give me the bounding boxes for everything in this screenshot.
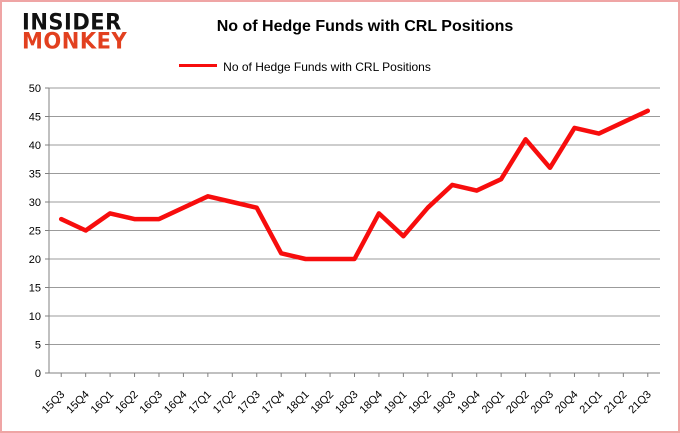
x-tick-label: 15Q3 — [40, 389, 68, 417]
logo-monkey-text: MONKEY — [22, 28, 128, 54]
y-tick-label: 10 — [29, 311, 41, 323]
x-tick-label: 15Q4 — [64, 389, 92, 417]
y-tick-label: 15 — [29, 283, 41, 295]
y-tick-label: 5 — [35, 340, 41, 352]
y-tick-label: 35 — [29, 169, 41, 181]
x-tick-label: 21Q1 — [577, 389, 605, 417]
y-tick-label: 30 — [29, 197, 41, 209]
x-tick-label: 17Q1 — [186, 389, 214, 417]
x-tick-label: 18Q3 — [333, 389, 361, 417]
x-tick-label: 16Q4 — [162, 389, 190, 417]
x-tick-label: 17Q4 — [260, 389, 288, 417]
x-tick-label: 17Q2 — [211, 389, 239, 417]
x-tick-label: 18Q4 — [358, 389, 386, 417]
legend: No of Hedge Funds with CRL Positions — [2, 59, 678, 74]
y-tick-label: 45 — [29, 112, 41, 124]
chart-title: No of Hedge Funds with CRL Positions — [216, 18, 514, 35]
y-tick-label: 0 — [35, 368, 41, 380]
x-tick-label: 19Q3 — [431, 389, 459, 417]
x-tick-label: 19Q1 — [382, 389, 410, 417]
y-tick-label: 20 — [29, 254, 41, 266]
x-tick-label: 19Q4 — [455, 389, 483, 417]
x-tick-label: 16Q3 — [138, 389, 166, 417]
legend-label: No of Hedge Funds with CRL Positions — [223, 59, 431, 74]
x-tick-label: 18Q2 — [309, 389, 337, 417]
insider-monkey-logo: INSIDER MONKEY — [22, 9, 128, 54]
y-tick-label: 40 — [29, 140, 41, 152]
x-tick-label: 20Q2 — [504, 389, 532, 417]
x-tick-label: 16Q1 — [89, 389, 117, 417]
x-tick-label: 17Q3 — [235, 389, 263, 417]
x-tick-label: 21Q3 — [626, 389, 654, 417]
x-tick-label: 18Q1 — [284, 389, 312, 417]
y-tick-label: 25 — [29, 226, 41, 238]
data-line-hedge-funds — [58, 108, 651, 262]
x-tick-label: 16Q2 — [113, 389, 141, 417]
logo-insider-text: INSIDER — [22, 9, 122, 35]
x-tick-label: 19Q2 — [406, 389, 434, 417]
x-tick-label: 21Q2 — [602, 389, 630, 417]
x-tick-label: 20Q1 — [480, 389, 508, 417]
x-tick-label: 20Q4 — [553, 389, 581, 417]
legend-line-swatch — [179, 64, 218, 68]
y-tick-label: 50 — [29, 83, 41, 95]
x-tick-label: 20Q3 — [529, 389, 557, 417]
